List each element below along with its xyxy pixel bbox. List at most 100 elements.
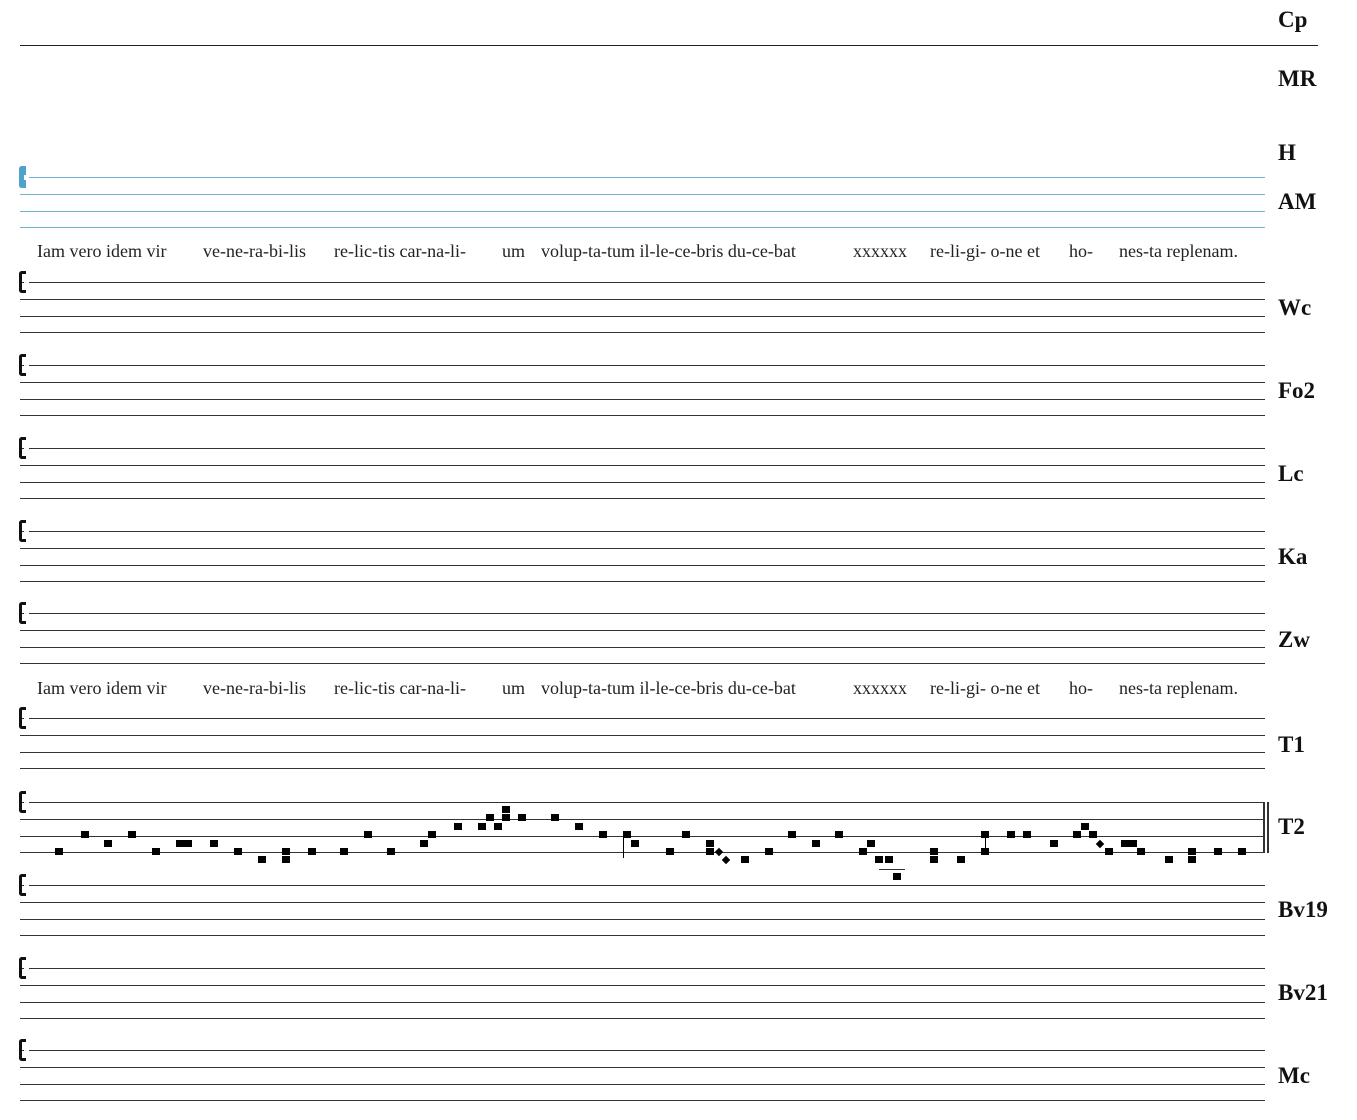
note-stem [985, 835, 986, 852]
staff-line [20, 1066, 1265, 1068]
square-note [478, 822, 486, 830]
staff-line [20, 935, 1265, 937]
square-note [152, 848, 160, 855]
square-note [494, 822, 502, 830]
lyric-syllables: um [502, 678, 526, 698]
c-clef-icon [19, 271, 29, 293]
staff-line [20, 210, 1265, 212]
square-note [788, 831, 796, 839]
lyrics-line: Iam vero idem vir ve-ne-ra-bi-lis re-lic-t… [0, 241, 1357, 265]
staff-line [20, 227, 1265, 229]
square-note [1137, 848, 1145, 855]
lyric-syllables: nes-ta replenam. [1119, 241, 1238, 261]
staff-line [20, 298, 1265, 300]
square-note [885, 856, 893, 864]
staff-line [20, 177, 1265, 178]
c-clef-icon [19, 707, 29, 729]
staff-line [20, 332, 1265, 334]
lyric-syllables: xxxxxx [853, 678, 907, 698]
lyrics-line: Iam vero idem vir ve-ne-ra-bi-lis re-lic-t… [0, 678, 1357, 702]
staff-line [20, 531, 1265, 532]
square-note [930, 856, 938, 864]
staff-line [20, 802, 1265, 803]
square-note [1121, 839, 1129, 847]
lyric-syllables: volup-ta-tum il-le-ce-bris du-ce-bat [541, 678, 796, 698]
c-clef-icon [19, 1039, 29, 1061]
staff-line [20, 365, 1265, 366]
rhombus-note [721, 856, 731, 865]
square-note [308, 848, 316, 855]
double-barline [1263, 802, 1265, 853]
square-note [930, 848, 938, 855]
staff-line [20, 646, 1265, 648]
manuscript-label-cp: Cp [1278, 7, 1308, 32]
square-note [81, 831, 89, 839]
double-barline [1267, 802, 1269, 853]
square-note [1023, 831, 1031, 839]
square-note [1188, 848, 1196, 855]
staff-line [20, 1050, 1265, 1051]
square-note [1007, 831, 1015, 839]
staff-line [20, 564, 1265, 566]
square-note [893, 873, 901, 881]
square-note [867, 839, 875, 847]
square-note [623, 831, 631, 839]
manuscript-label-wc: Wc [1278, 295, 1312, 320]
manuscript-label-am: AM [1278, 189, 1317, 214]
staff-line [20, 1001, 1265, 1003]
square-note [364, 831, 372, 839]
square-note [1188, 856, 1196, 864]
lyric-syllables: volup-ta-tum il-le-ce-bris du-ce-bat [541, 241, 796, 261]
rhombus-note [714, 847, 724, 857]
square-note [282, 856, 290, 864]
manuscript-label-lc: Lc [1278, 461, 1304, 486]
staff-line [20, 1083, 1265, 1085]
staff-line [20, 547, 1265, 549]
top-divider [20, 45, 1318, 46]
square-note [1073, 831, 1081, 839]
square-note [981, 831, 989, 839]
staff-line [20, 663, 1265, 665]
square-note [1089, 831, 1097, 839]
staff-line [20, 1018, 1265, 1020]
staff-line [20, 282, 1265, 283]
square-note [1165, 856, 1173, 864]
square-note [518, 814, 526, 822]
manuscript-label-mc: Mc [1278, 1063, 1310, 1088]
staff-line [20, 984, 1265, 986]
lyric-syllables: Iam vero idem vir [37, 241, 167, 261]
manuscript-label-zw: Zw [1278, 627, 1310, 652]
note-stem [623, 835, 624, 858]
c-clef-icon [19, 520, 29, 542]
square-note [551, 814, 559, 822]
staff-line [20, 498, 1265, 500]
square-note [1214, 848, 1222, 855]
square-note [859, 848, 867, 855]
square-note [682, 831, 690, 839]
staff-line [20, 751, 1265, 753]
staff-line [20, 835, 1265, 837]
square-note [1129, 839, 1137, 847]
staff-line [20, 193, 1265, 195]
c-clef-icon [19, 791, 29, 813]
c-clef-icon [19, 874, 29, 896]
square-note [835, 831, 843, 839]
square-note [282, 848, 290, 855]
square-note [104, 839, 112, 847]
lyric-syllables: Iam vero idem vir [37, 678, 167, 698]
square-note [1105, 848, 1113, 855]
square-note [502, 814, 510, 822]
lyric-syllables: ve-ne-ra-bi-lis [203, 678, 306, 698]
lyric-syllables: re-li-gi- o-ne et [930, 241, 1040, 261]
ledger-line [879, 868, 905, 870]
c-clef-icon [19, 166, 29, 188]
staff-line [20, 415, 1265, 417]
staff-line [20, 629, 1265, 631]
manuscript-label-bv19: Bv19 [1278, 897, 1328, 922]
manuscript-label-mr: MR [1278, 66, 1317, 91]
lyric-syllables: ho- [1069, 678, 1093, 698]
manuscript-label-h: H [1278, 140, 1296, 165]
square-note [666, 848, 674, 855]
square-note [741, 856, 749, 864]
lyric-syllables: re-lic-tis car-na-li- [334, 241, 467, 261]
